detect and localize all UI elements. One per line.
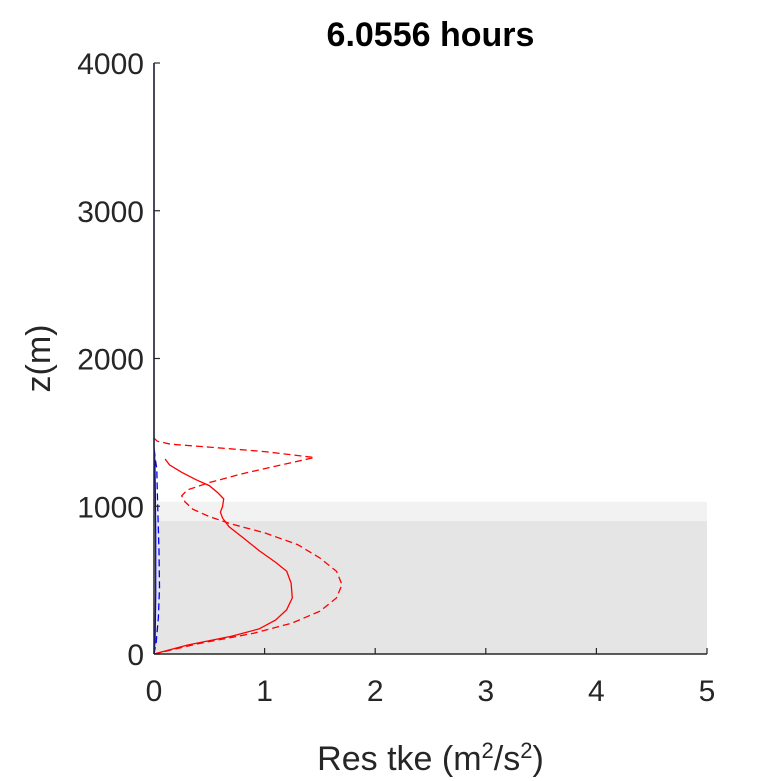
y-tick-label: 1000 <box>77 491 144 524</box>
x-axis-label-end: ) <box>532 740 543 778</box>
y-ticks: 0 1000 2000 3000 4000 <box>77 48 160 672</box>
shaded-band-1 <box>154 501 707 522</box>
x-tick-label: 1 <box>256 675 273 708</box>
y-tick-label: 4000 <box>77 48 144 81</box>
x-tick-label: 4 <box>588 675 605 708</box>
x-ticks: 0 1 2 3 4 5 <box>146 648 716 708</box>
y-axis-label: z(m) <box>20 325 58 393</box>
x-axis-label-mid: /s <box>494 740 520 778</box>
x-tick-label: 2 <box>367 675 384 708</box>
chart-title: 6.0556 hours <box>327 16 535 54</box>
y-tick-label: 3000 <box>77 196 144 229</box>
x-axis-label-sup1: 2 <box>482 738 494 763</box>
x-axis-label-base: Res tke (m <box>317 740 481 778</box>
x-axis-label: Res tke (m2/s2) <box>317 738 544 779</box>
series-line-blue-dashed <box>153 447 161 655</box>
shaded-band-0 <box>154 521 707 654</box>
y-tick-label: 2000 <box>77 344 144 377</box>
shaded-bands <box>154 501 707 654</box>
x-tick-label: 5 <box>699 675 716 708</box>
y-tick-label: 0 <box>127 639 144 672</box>
x-axis-label-sup2: 2 <box>520 738 532 763</box>
x-tick-label: 3 <box>477 675 494 708</box>
series-line-red-dashed <box>153 437 343 655</box>
x-tick-label: 0 <box>146 675 163 708</box>
